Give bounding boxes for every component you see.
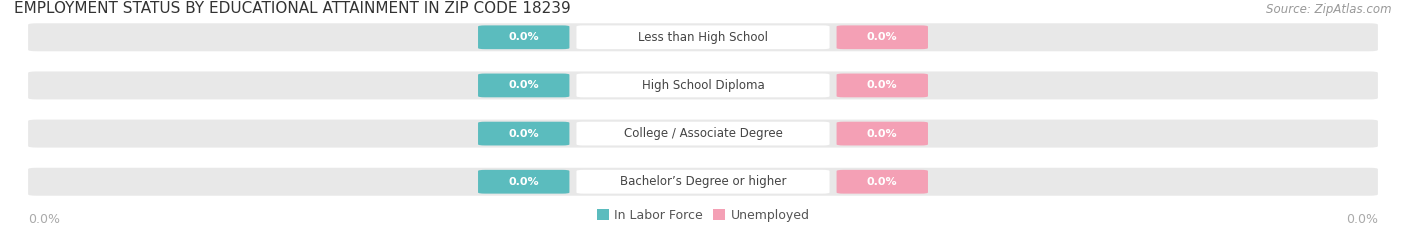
FancyBboxPatch shape — [478, 122, 569, 145]
Legend: In Labor Force, Unemployed: In Labor Force, Unemployed — [592, 204, 814, 227]
Text: 0.0%: 0.0% — [1346, 212, 1378, 226]
Text: 0.0%: 0.0% — [868, 32, 897, 42]
Text: 0.0%: 0.0% — [509, 129, 538, 139]
FancyBboxPatch shape — [576, 74, 830, 97]
FancyBboxPatch shape — [576, 122, 830, 145]
FancyBboxPatch shape — [478, 74, 569, 97]
FancyBboxPatch shape — [576, 170, 830, 194]
FancyBboxPatch shape — [837, 122, 928, 145]
FancyBboxPatch shape — [478, 25, 569, 49]
Text: 0.0%: 0.0% — [509, 32, 538, 42]
Text: 0.0%: 0.0% — [868, 129, 897, 139]
FancyBboxPatch shape — [28, 120, 1378, 147]
Text: EMPLOYMENT STATUS BY EDUCATIONAL ATTAINMENT IN ZIP CODE 18239: EMPLOYMENT STATUS BY EDUCATIONAL ATTAINM… — [14, 1, 571, 16]
FancyBboxPatch shape — [28, 168, 1378, 196]
FancyBboxPatch shape — [837, 170, 928, 194]
FancyBboxPatch shape — [837, 25, 928, 49]
FancyBboxPatch shape — [837, 74, 928, 97]
Text: 0.0%: 0.0% — [509, 177, 538, 187]
Text: Source: ZipAtlas.com: Source: ZipAtlas.com — [1267, 3, 1392, 16]
FancyBboxPatch shape — [478, 170, 569, 194]
Text: 0.0%: 0.0% — [28, 212, 60, 226]
Text: High School Diploma: High School Diploma — [641, 79, 765, 92]
Text: 0.0%: 0.0% — [868, 177, 897, 187]
Text: 0.0%: 0.0% — [509, 80, 538, 90]
FancyBboxPatch shape — [576, 25, 830, 49]
FancyBboxPatch shape — [28, 72, 1378, 99]
Text: Less than High School: Less than High School — [638, 31, 768, 44]
Text: College / Associate Degree: College / Associate Degree — [624, 127, 782, 140]
Text: 0.0%: 0.0% — [868, 80, 897, 90]
Text: Bachelor’s Degree or higher: Bachelor’s Degree or higher — [620, 175, 786, 188]
FancyBboxPatch shape — [28, 23, 1378, 51]
